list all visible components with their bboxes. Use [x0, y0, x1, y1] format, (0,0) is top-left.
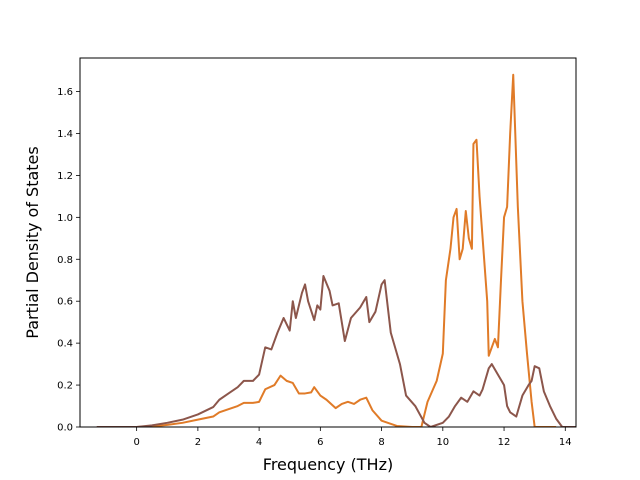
y-axis: 0.0 0.2 0.4 0.6 0.8 1.0 1.2 1.4 1.6 [57, 87, 80, 434]
series-line-1 [96, 73, 557, 427]
x-axis: 0 2 4 6 8 10 12 14 [133, 427, 572, 448]
series-layer [96, 73, 576, 427]
y-tick-label: 1.6 [57, 87, 73, 98]
y-tick-label: 1.0 [57, 213, 73, 224]
x-axis-label: Frequency (THz) [263, 455, 393, 474]
y-axis-label: Partial Density of States [23, 146, 42, 338]
x-tick-label: 12 [498, 437, 511, 448]
y-tick-label: 1.4 [57, 129, 73, 140]
x-tick-label: 6 [317, 437, 323, 448]
y-tick-label: 0.8 [57, 255, 73, 266]
y-tick-label: 0.4 [57, 339, 73, 350]
x-tick-label: 4 [256, 437, 262, 448]
plot-frame [79, 57, 577, 428]
series-line-2 [96, 275, 576, 427]
x-tick-label: 8 [378, 437, 384, 448]
y-tick-label: 0.6 [57, 297, 73, 308]
y-tick-label: 1.2 [57, 171, 73, 182]
y-tick-label: 0.0 [57, 423, 73, 434]
y-tick-label: 0.2 [57, 381, 73, 392]
x-tick-label: 0 [133, 437, 139, 448]
x-tick-label: 10 [436, 437, 449, 448]
x-tick-label: 2 [195, 437, 201, 448]
x-tick-label: 14 [559, 437, 572, 448]
